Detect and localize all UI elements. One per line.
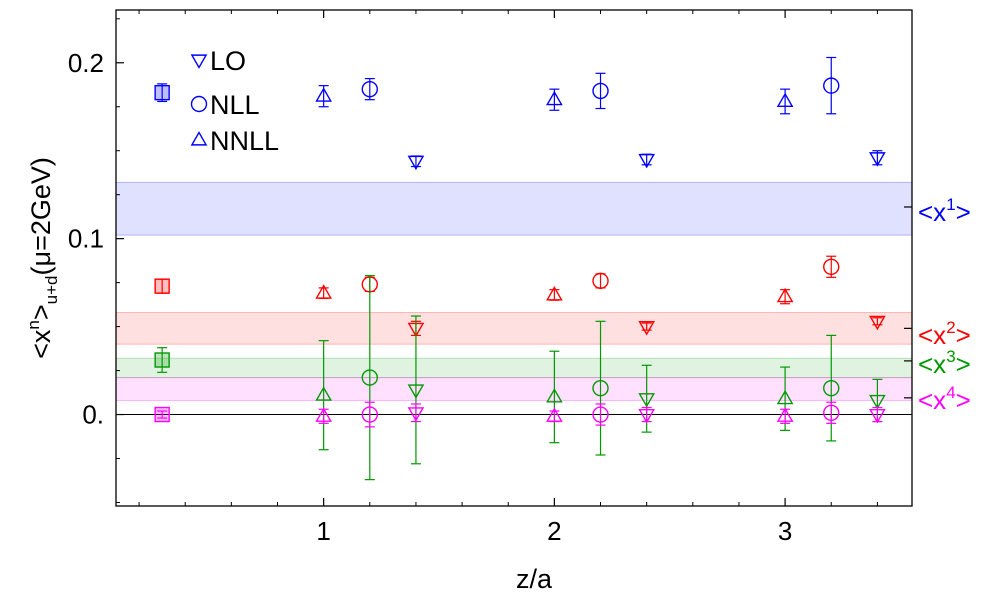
error-bar-nnll (549, 350, 560, 444)
data-points (154, 56, 886, 481)
legend-marker-nnll (190, 131, 208, 146)
point-lo-x4 (869, 408, 886, 424)
point-lo-x2 (869, 315, 886, 331)
error-bar-lo (410, 315, 421, 465)
point-nnll-x3 (776, 389, 794, 405)
point-nll-x1 (823, 77, 840, 94)
point-nll-x3 (361, 369, 378, 386)
error-bar-lo (641, 322, 652, 331)
point-lo-x3 (869, 394, 886, 410)
reference-point-x1 (154, 84, 170, 101)
point-lo-x3 (638, 393, 656, 408)
point-lo-x2 (638, 321, 656, 336)
point-nnll-x2 (546, 286, 563, 301)
error-bar-nll (595, 320, 606, 456)
point-nnll-x3 (546, 388, 563, 403)
legend-label-lo: LO (210, 46, 246, 76)
reference-point-x4 (154, 406, 170, 423)
y-tick-label: 0. (82, 400, 104, 430)
error-bar-nnll (318, 340, 329, 451)
legend-label-nll: NLL (210, 90, 260, 120)
point-lo-x1 (869, 152, 886, 167)
point-nll-x3 (592, 379, 609, 397)
band-x3 (115, 357, 913, 379)
error-bar-lo (872, 317, 883, 326)
point-lo-x4 (638, 408, 656, 424)
error-bar-nll (595, 72, 606, 110)
point-lo-x1 (638, 153, 656, 169)
error-bar-nnll (549, 289, 560, 301)
error-bar-nnll (549, 410, 560, 423)
legend: LO NLL NNLL (190, 46, 279, 156)
point-lo-x3 (407, 384, 425, 399)
point-nll-x4 (823, 404, 840, 421)
reference-point-x2 (154, 278, 170, 294)
point-nnll-x2 (776, 287, 794, 303)
x-tick-label: 2 (547, 516, 561, 546)
error-bar-nnll (318, 287, 329, 300)
legend-marker-nll (190, 95, 208, 113)
point-nnll-x1 (315, 87, 332, 102)
error-bar-nll (364, 401, 375, 428)
band-label-x2: <x2> (918, 318, 971, 350)
point-nll-x2 (592, 272, 609, 290)
error-bar-lo (641, 153, 652, 166)
band-label-x4: <x4> (918, 383, 971, 415)
point-nll-x1 (361, 80, 378, 98)
band-label-x3: <x3> (918, 347, 971, 379)
point-lo-x4 (407, 407, 425, 422)
plot-frame (115, 9, 913, 507)
band-x4 (115, 377, 913, 401)
band-x2 (115, 312, 913, 345)
point-nnll-x4 (776, 407, 794, 422)
y-tick-label: 0.1 (68, 224, 104, 254)
band-label-x1: <x1> (918, 195, 971, 227)
point-lo-x1 (407, 155, 425, 171)
band-labels: <x1> <x2><x3> <x4> (904, 195, 971, 415)
point-nll-x4 (592, 406, 609, 423)
point-nll-x4 (361, 406, 378, 423)
point-nnll-x1 (776, 92, 794, 108)
y-tick-label: 0.2 (68, 48, 104, 78)
x-tick-label: 1 (316, 516, 330, 546)
point-nll-x3 (823, 379, 840, 397)
error-bar-lo (410, 155, 421, 168)
x-axis-title: z/a (516, 564, 553, 594)
legend-label-nnll: NNLL (210, 126, 279, 156)
point-nnll-x2 (315, 284, 332, 299)
moment-bands (115, 181, 913, 401)
x-tick-label: 3 (778, 516, 792, 546)
error-bar-nll (826, 56, 837, 115)
reference-error-bar-x1 (157, 83, 168, 103)
reference-error-bar-x4 (157, 410, 168, 419)
error-bar-nll (595, 273, 606, 289)
point-nll-x2 (823, 258, 840, 275)
point-nnll-x4 (546, 407, 563, 422)
error-bar-nll (364, 274, 375, 481)
point-nnll-x4 (315, 407, 332, 422)
axes: 1 2 3 0. 0.1 0.2 (68, 10, 878, 546)
reference-point-x3 (154, 352, 170, 368)
y-axis-title: <xn>u+d(μ=2GeV) (24, 157, 61, 359)
y-axis-title-text: <xn>u+d(μ=2GeV) (24, 157, 61, 359)
point-nll-x1 (592, 82, 609, 100)
point-nnll-x3 (315, 386, 332, 401)
band-x1 (115, 181, 913, 236)
reference-error-bar-x3 (157, 347, 168, 373)
legend-marker-lo (190, 54, 208, 69)
point-nnll-x1 (546, 90, 563, 106)
